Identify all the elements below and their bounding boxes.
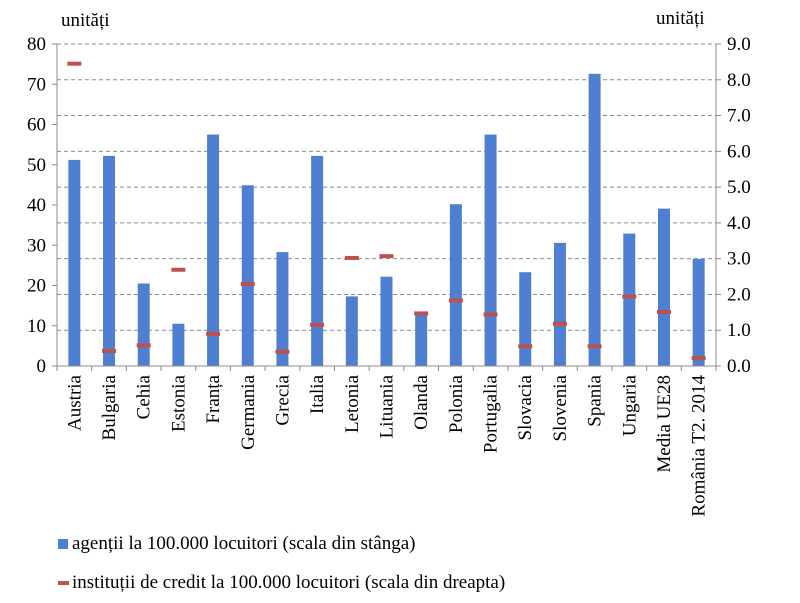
bar bbox=[657, 208, 670, 366]
bar bbox=[103, 155, 116, 366]
left-tick-label: 80 bbox=[27, 34, 46, 55]
bar-series bbox=[68, 73, 705, 366]
left-tick-label: 0 bbox=[37, 356, 47, 377]
bar bbox=[68, 159, 81, 366]
category-label: Slovacia bbox=[515, 374, 536, 440]
dash-marker bbox=[171, 267, 186, 272]
bar bbox=[241, 185, 254, 366]
legend-swatch-bar bbox=[58, 539, 68, 549]
dash-marker bbox=[552, 321, 567, 326]
right-tick-label: 0.0 bbox=[727, 356, 751, 377]
bar bbox=[311, 155, 324, 366]
right-tick-label: 4.0 bbox=[727, 213, 751, 234]
dash-marker bbox=[622, 294, 637, 299]
dash-marker bbox=[310, 322, 325, 327]
left-tick-label: 10 bbox=[27, 316, 46, 337]
dash-marker bbox=[67, 61, 82, 66]
right-tick-label: 6.0 bbox=[727, 141, 751, 162]
category-label: Germania bbox=[238, 374, 259, 449]
right-tick-label: 5.0 bbox=[727, 177, 751, 198]
dash-marker bbox=[656, 309, 671, 314]
legend-label-agencies: agenții la 100.000 locuitori (scala din … bbox=[72, 533, 416, 554]
right-tick-label: 2.0 bbox=[727, 284, 751, 305]
bar bbox=[553, 242, 566, 366]
category-label: Ungaria bbox=[619, 374, 640, 436]
bar bbox=[623, 233, 636, 366]
category-label: Letonia bbox=[342, 374, 363, 433]
dash-marker bbox=[136, 343, 151, 348]
bar bbox=[137, 283, 150, 366]
bar bbox=[588, 73, 601, 366]
bar bbox=[172, 323, 185, 366]
legend-item-institutions: instituții de credit la 100.000 locuitor… bbox=[58, 572, 505, 594]
category-label: Austria bbox=[64, 374, 85, 431]
bar bbox=[207, 134, 220, 366]
category-label: Cehia bbox=[134, 374, 155, 419]
category-label: Franța bbox=[203, 374, 224, 423]
category-label: Grecia bbox=[272, 374, 293, 425]
bar bbox=[449, 204, 462, 366]
category-label: Portugalia bbox=[481, 374, 502, 453]
dash-marker bbox=[587, 344, 602, 349]
category-label: Spania bbox=[585, 374, 606, 426]
bar bbox=[380, 276, 393, 366]
left-tick-label: 40 bbox=[27, 195, 46, 216]
left-tick-label: 70 bbox=[27, 74, 46, 95]
dash-marker bbox=[448, 298, 463, 303]
category-labels: Austria Bulgaria Cehia Estonia Franța Germani… bbox=[64, 374, 709, 516]
dash-marker bbox=[275, 349, 290, 354]
dash-marker bbox=[206, 331, 221, 336]
right-axis-unit: unități bbox=[656, 8, 705, 29]
left-axis-ticks: 0 10 20 30 40 50 60 70 80 bbox=[27, 34, 57, 377]
category-label: Estonia bbox=[168, 374, 189, 432]
legend-label-institutions: instituții de credit la 100.000 locuitor… bbox=[72, 572, 506, 593]
dash-marker bbox=[518, 344, 533, 349]
dash-marker bbox=[414, 311, 429, 316]
dash-marker bbox=[691, 356, 706, 361]
category-label: Italia bbox=[307, 374, 328, 414]
left-tick-label: 30 bbox=[27, 235, 46, 256]
left-tick-label: 60 bbox=[27, 115, 46, 136]
right-tick-label: 9.0 bbox=[727, 34, 751, 55]
left-tick-label: 20 bbox=[27, 276, 46, 297]
dash-marker bbox=[344, 255, 359, 260]
dash-marker bbox=[483, 312, 498, 317]
bar bbox=[276, 252, 289, 366]
category-label: Slovenia bbox=[550, 374, 571, 441]
right-tick-label: 3.0 bbox=[727, 249, 751, 270]
legend-item-agencies: agenții la 100.000 locuitori (scala din … bbox=[58, 533, 415, 555]
right-tick-label: 7.0 bbox=[727, 106, 751, 127]
left-tick-label: 50 bbox=[27, 155, 46, 176]
bar bbox=[484, 134, 497, 366]
bar bbox=[519, 272, 532, 366]
bar bbox=[692, 258, 705, 366]
dash-marker bbox=[379, 254, 394, 259]
bar bbox=[415, 314, 428, 366]
right-axis-ticks: 0.0 1.0 2.0 3.0 4.0 5.0 6.0 7.0 8.0 9.0 bbox=[716, 34, 751, 377]
bar bbox=[345, 296, 358, 366]
left-axis-unit: unități bbox=[61, 10, 110, 31]
right-tick-label: 8.0 bbox=[727, 70, 751, 91]
category-label: Olanda bbox=[411, 374, 432, 429]
category-label: Polonia bbox=[446, 374, 467, 433]
legend-swatch-dash bbox=[58, 581, 69, 585]
category-label: Media UE28 bbox=[654, 375, 675, 473]
marker-series bbox=[67, 61, 706, 361]
dash-marker bbox=[102, 348, 117, 353]
category-label: România T2. 2014 bbox=[689, 375, 710, 517]
right-tick-label: 1.0 bbox=[727, 320, 751, 341]
dash-marker bbox=[240, 282, 255, 287]
category-label: Lituania bbox=[377, 374, 398, 438]
category-label: Bulgaria bbox=[99, 374, 120, 440]
